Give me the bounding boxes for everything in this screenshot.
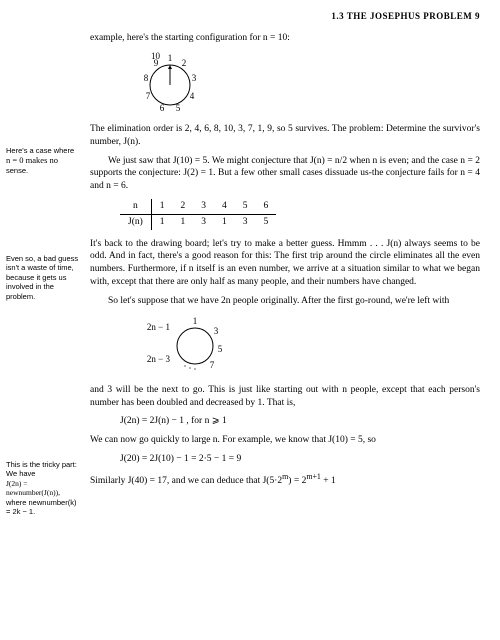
- circle-diagram-1: 1 2 3 4 5 6 7 8 9 10: [130, 51, 210, 115]
- tv1: 1: [151, 214, 172, 229]
- note1-line1: Here's a case where: [6, 146, 74, 155]
- p8sup2: m+1: [306, 472, 321, 481]
- para-conjecture: We just saw that J(10) = 5. We might con…: [90, 155, 480, 193]
- para-intro: example, here's the starting configurati…: [90, 32, 480, 45]
- table-jlabel: J(n): [120, 214, 151, 229]
- tv3: 3: [193, 214, 214, 229]
- tv5: 3: [235, 214, 256, 229]
- svg-text:2n − 3: 2n − 3: [147, 354, 171, 364]
- note1-line3: sense.: [6, 166, 28, 175]
- note1-line2: n = 0 makes no: [6, 155, 58, 165]
- svg-text:2n − 1: 2n − 1: [147, 322, 170, 332]
- svg-text:3: 3: [214, 326, 219, 336]
- note3-line3: where newnumber(k) = 2k − 1.: [6, 498, 76, 516]
- th3: 3: [193, 199, 214, 214]
- table-hlabel: n: [120, 199, 151, 214]
- svg-text:8: 8: [144, 73, 149, 83]
- svg-text:4: 4: [190, 91, 195, 101]
- para-go-quickly: We can now go quickly to large n. For ex…: [90, 434, 480, 447]
- tv2: 1: [173, 214, 194, 229]
- svg-text:7: 7: [146, 91, 151, 101]
- tv4: 1: [214, 214, 235, 229]
- svg-text:6: 6: [160, 103, 165, 113]
- svg-text:1: 1: [193, 316, 198, 326]
- tv6: 5: [256, 214, 277, 229]
- p8b: ) = 2: [288, 476, 306, 486]
- svg-text:5: 5: [176, 103, 181, 113]
- svg-text:1: 1: [168, 53, 173, 63]
- para-elimination: The elimination order is 2, 4, 6, 8, 10,…: [90, 123, 480, 149]
- note3-line1: This is the tricky part: We have: [6, 460, 77, 478]
- th5: 5: [235, 199, 256, 214]
- para-drawing-board: It's back to the drawing board; let's tr…: [90, 238, 480, 289]
- p8c: + 1: [321, 476, 336, 486]
- p8a: Similarly J(40) = 17, and we can deduce …: [90, 476, 282, 486]
- th1: 1: [151, 199, 172, 214]
- margin-note-3: This is the tricky part: We have J(2n) =…: [6, 460, 81, 516]
- para-next-go: and 3 will be the next to go. This is ju…: [90, 384, 480, 410]
- svg-text:7: 7: [210, 360, 215, 370]
- note2-text: Even so, a bad guess isn't a waste of ti…: [6, 254, 78, 301]
- th6: 6: [256, 199, 277, 214]
- margin-note-2: Even so, a bad guess isn't a waste of ti…: [6, 254, 81, 301]
- margin-note-1: Here's a case where n = 0 makes no sense…: [6, 146, 81, 175]
- th2: 2: [173, 199, 194, 214]
- svg-text:5: 5: [218, 344, 223, 354]
- para-2n: So let's suppose that we have 2n people …: [90, 295, 480, 308]
- svg-text:3: 3: [192, 73, 197, 83]
- formula-2: J(20) = 2J(10) − 1 = 2·5 − 1 = 9: [120, 453, 480, 466]
- circle-diagram-2: 2n − 1 2n − 3 1 3 5 7: [130, 314, 210, 376]
- page-header: 1.3 THE JOSEPHUS PROBLEM 9: [90, 10, 480, 22]
- svg-text:10: 10: [151, 51, 161, 61]
- para-similarly: Similarly J(40) = 17, and we can deduce …: [90, 472, 480, 488]
- formula-1: J(2n) = 2J(n) − 1 , for n ⩾ 1: [120, 415, 480, 428]
- note3-line2: J(2n) = newnumber(J(n)),: [6, 479, 60, 497]
- jn-table: n 1 2 3 4 5 6 J(n) 1 1 3 1 3 5: [120, 199, 276, 230]
- th4: 4: [214, 199, 235, 214]
- svg-text:2: 2: [182, 58, 187, 68]
